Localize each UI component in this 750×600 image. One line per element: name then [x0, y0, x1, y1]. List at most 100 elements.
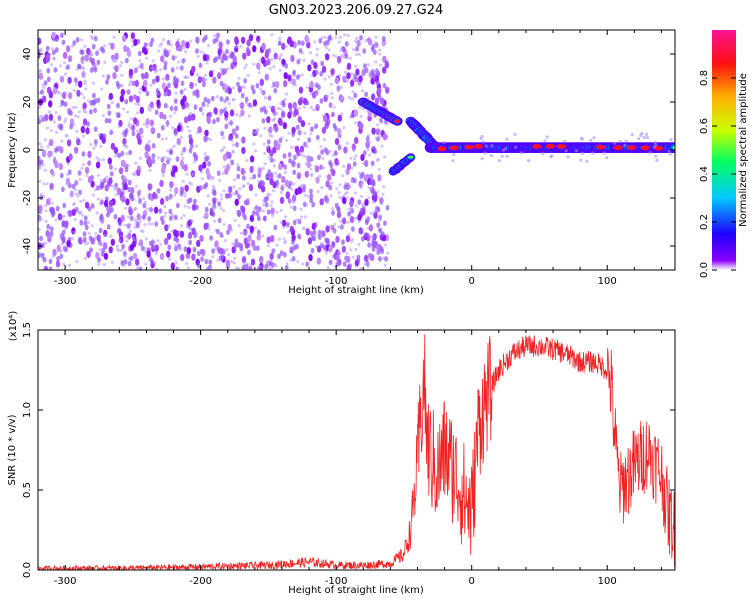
spectrogram-marks: [38, 31, 675, 270]
noise-blob: [290, 54, 295, 63]
noise-blob: [224, 123, 229, 130]
noise-blob: [63, 228, 67, 232]
noise-blob: [308, 51, 313, 55]
noise-blob: [317, 84, 321, 91]
noise-blob: [52, 39, 56, 43]
noise-blob: [264, 73, 269, 81]
noise-blob: [46, 67, 51, 74]
noise-blob: [214, 37, 219, 43]
noise-blob: [213, 206, 217, 210]
noise-blob: [174, 261, 178, 265]
noise-blob: [292, 244, 297, 251]
noise-blob: [349, 156, 353, 160]
noise-blob: [169, 43, 173, 47]
noise-blob: [354, 39, 358, 44]
noise-blob: [95, 50, 99, 56]
noise-blob: [50, 201, 54, 205]
noise-blob: [114, 54, 118, 58]
noise-blob: [150, 222, 154, 226]
noise-blob: [281, 176, 286, 184]
noise-blob: [234, 45, 238, 49]
noise-blob: [196, 49, 200, 53]
noise-blob: [353, 121, 358, 125]
noise-blob: [371, 72, 375, 78]
noise-blob: [376, 222, 381, 228]
carrier-side-dot: [563, 139, 567, 143]
noise-blob: [233, 242, 238, 249]
noise-blob: [161, 82, 167, 90]
noise-blob: [376, 206, 381, 213]
noise-blob: [125, 145, 129, 149]
noise-blob: [195, 36, 200, 44]
noise-blob: [222, 189, 226, 193]
noise-blob: [255, 82, 260, 89]
noise-blob: [135, 258, 140, 266]
noise-blob: [232, 98, 236, 102]
snr-y-label: SNR (10 * v/v): [7, 414, 18, 485]
noise-blob: [269, 204, 273, 208]
noise-blob: [179, 135, 184, 139]
noise-blob: [204, 129, 209, 137]
lower_branch-blob: [407, 155, 414, 159]
noise-blob: [159, 252, 165, 260]
carrier-side-dot: [543, 139, 547, 143]
noise-blob: [42, 182, 46, 186]
noise-blob: [38, 37, 42, 45]
noise-blob: [260, 56, 266, 64]
noise-blob: [268, 105, 272, 109]
noise-blob: [78, 141, 82, 146]
noise-blob: [170, 213, 174, 217]
carrier-side-dot: [623, 143, 627, 147]
noise-blob: [248, 102, 252, 108]
noise-blob: [345, 79, 349, 84]
noise-blob: [297, 218, 302, 225]
noise-blob: [79, 199, 83, 203]
noise-blob: [366, 264, 370, 268]
noise-blob: [113, 146, 119, 154]
noise-blob: [359, 266, 363, 270]
carrier-peak: [613, 145, 623, 151]
carrier-side-dot: [566, 155, 570, 159]
noise-blob: [347, 211, 351, 217]
noise-blob: [297, 107, 301, 111]
noise-blob: [167, 82, 171, 89]
noise-blob: [101, 114, 105, 118]
noise-blob: [341, 245, 347, 253]
noise-blob: [74, 180, 79, 186]
noise-blob: [93, 107, 97, 114]
noise-blob: [97, 158, 101, 162]
noise-blob: [205, 61, 209, 65]
noise-blob: [67, 76, 72, 84]
noise-blob: [322, 166, 326, 170]
noise-blob: [191, 65, 196, 73]
noise-blob: [143, 80, 148, 88]
noise-blob: [281, 64, 285, 68]
noise-blob: [207, 161, 212, 167]
noise-blob: [48, 113, 54, 121]
noise-blob: [206, 172, 212, 180]
noise-blob: [89, 56, 93, 63]
noise-blob: [203, 222, 208, 230]
noise-blob: [127, 186, 131, 193]
noise-blob: [377, 174, 382, 182]
noise-blob: [206, 194, 210, 198]
noise-blob: [282, 122, 287, 130]
noise-blob: [303, 131, 307, 135]
noise-blob: [186, 247, 192, 255]
noise-blob: [151, 153, 156, 159]
noise-blob: [48, 91, 54, 99]
noise-blob: [334, 137, 340, 146]
noise-blob: [282, 153, 287, 159]
noise-blob: [140, 245, 145, 252]
noise-blob: [325, 39, 330, 46]
noise-blob: [196, 239, 201, 248]
noise-blob: [83, 215, 88, 221]
noise-blob: [138, 87, 143, 91]
noise-blob: [107, 110, 112, 116]
noise-blob: [199, 248, 204, 255]
noise-blob: [212, 187, 216, 191]
noise-blob: [195, 89, 200, 97]
noise-blob: [345, 235, 351, 243]
noise-blob: [160, 55, 165, 63]
noise-blob: [185, 172, 189, 176]
